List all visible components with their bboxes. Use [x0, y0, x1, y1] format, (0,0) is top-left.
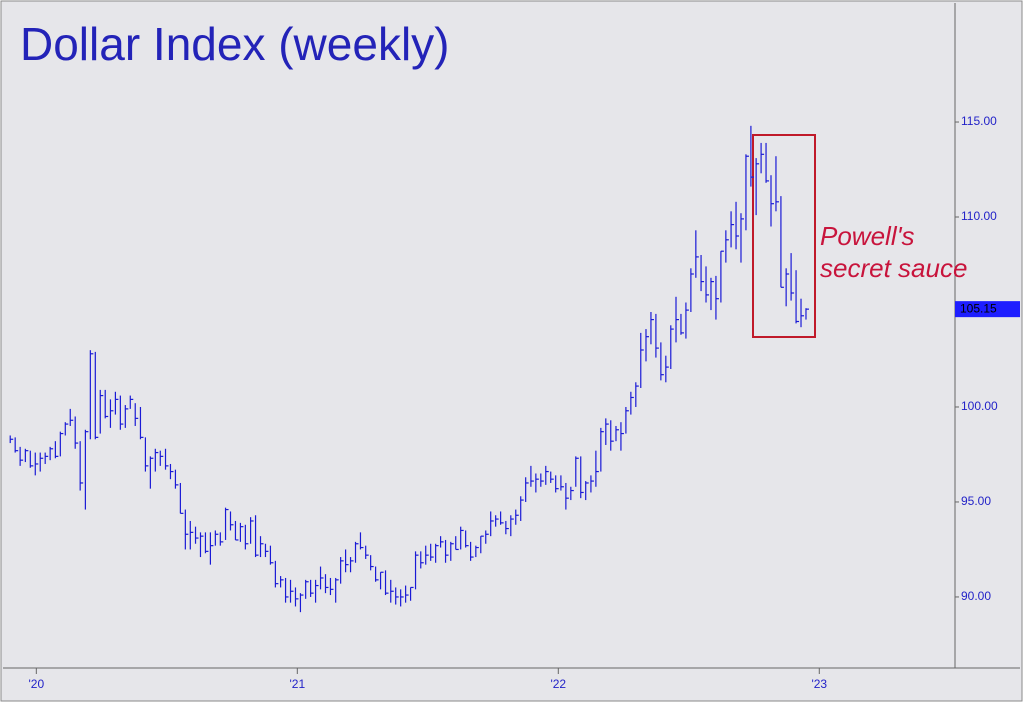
highlight-box — [752, 134, 816, 338]
last-price-tag — [955, 301, 1020, 318]
y-tick-label: 95.00 — [961, 494, 991, 508]
y-tick-label: 100.00 — [961, 399, 998, 413]
last-price-label: 105.15 — [960, 301, 997, 315]
x-tick-label: '21 — [289, 677, 305, 691]
y-tick-label: 110.00 — [961, 209, 997, 223]
x-tick-label: '22 — [550, 677, 566, 691]
y-tick-label: 115.00 — [961, 114, 997, 128]
x-tick-label: '23 — [811, 677, 827, 691]
y-tick-label: 90.00 — [961, 589, 991, 603]
chart-title: Dollar Index (weekly) — [20, 18, 449, 70]
annotation: Powell's — [820, 221, 915, 251]
x-tick-label: '20 — [28, 677, 44, 691]
annotation: secret sauce — [820, 253, 967, 283]
